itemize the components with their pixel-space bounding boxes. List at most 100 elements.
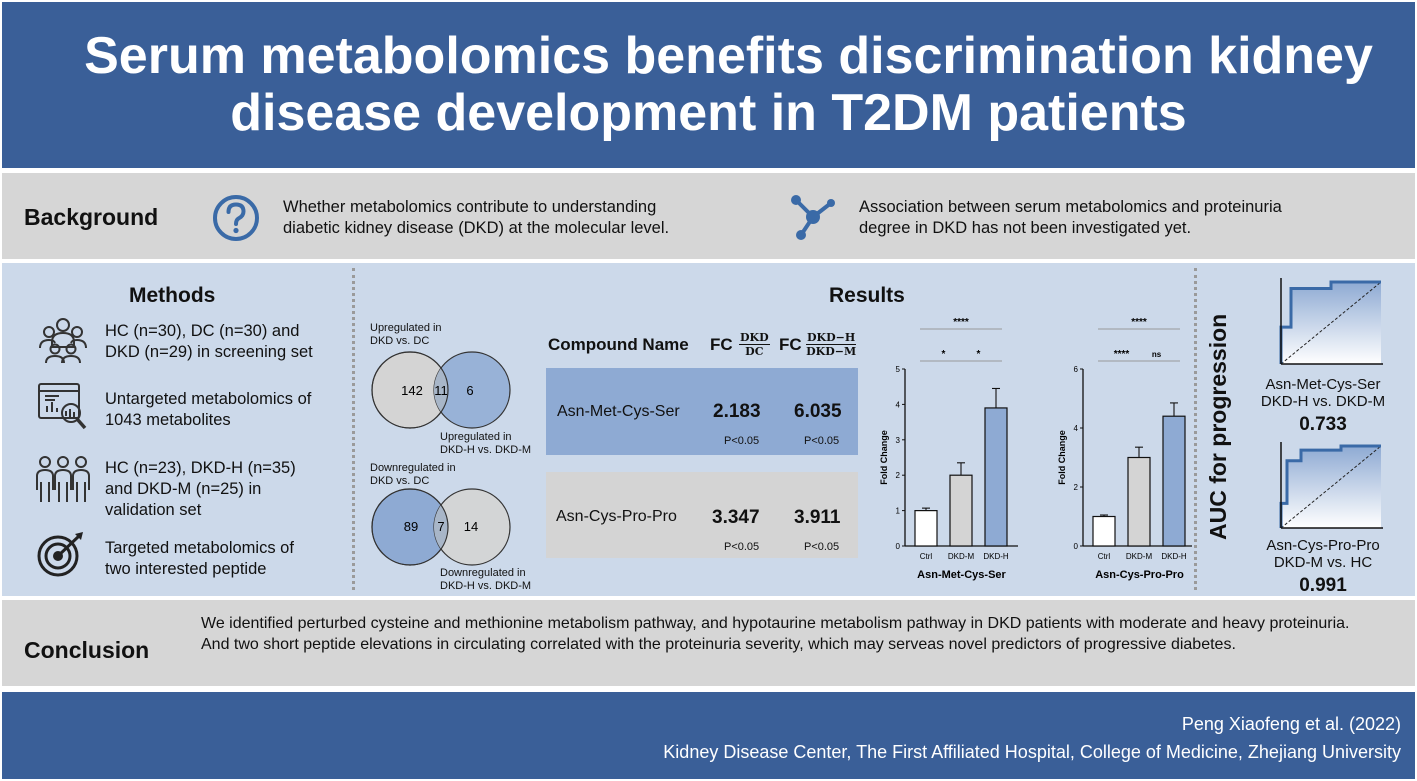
y-tick-label: 4 (1074, 424, 1079, 433)
footer-affiliation: Kidney Disease Center, The First Affilia… (663, 742, 1401, 762)
methods-item-3: HC (n=23), DKD-H (n=35) and DKD-M (n=25)… (105, 458, 296, 521)
venn-up-overlap (433, 368, 449, 412)
methods-item-3-line-2: and DKD-M (n=25) in (105, 480, 262, 498)
bar-chart-asn-met-cys-ser: 0 1 2 3 4 5 Fold Change Ctrl DKD-M DKD-H Asn-Met-C… (879, 317, 1018, 581)
significance-label: * (942, 349, 946, 360)
y-tick-label: 0 (896, 542, 901, 551)
venn-down-left-label: Downregulated in DKD vs. DC (370, 462, 456, 488)
table-col-fc-2: FC (779, 335, 802, 354)
table-row-2-p2: P<0.05 (804, 541, 840, 553)
venn-down-left-label-2: DKD vs. DC (370, 475, 430, 487)
auc-title: AUC for progression (1205, 313, 1231, 540)
x-tick-label: DKD-H (1161, 552, 1187, 561)
methods-item-1-line-2: DKD (n=29) in screening set (105, 343, 313, 361)
x-tick-label: Ctrl (920, 552, 933, 561)
chart-title: Asn-Met-Cys-Ser (917, 569, 1006, 581)
y-tick-label: 0 (1074, 542, 1079, 551)
methods-item-4-line-1: Targeted metabolomics of (105, 539, 294, 557)
table-row-1-p1: P<0.05 (724, 435, 760, 447)
roc-area (1281, 446, 1381, 528)
table-row-2-fc1: 3.347 (712, 507, 760, 528)
y-tick-label: 1 (896, 507, 901, 516)
roc-diagonal (1280, 281, 1382, 365)
roc-1-label: Asn-Met-Cys-Ser DKD-H vs. DKD-M (1243, 376, 1403, 410)
fc2-fraction: DKD−H DKD−M (806, 331, 857, 358)
bar-dkd-h (984, 407, 1008, 547)
header-banner: Serum metabolomics benefits discriminati… (2, 2, 1415, 168)
background-item-1: Whether metabolomics contribute to under… (283, 197, 669, 239)
venn-down-right-count: 14 (464, 519, 478, 534)
venn-down-right-label: Downregulated in DKD-H vs. DKD-M (440, 567, 531, 593)
conclusion-label: Conclusion (24, 637, 150, 663)
fc1-numerator: DKD (739, 331, 770, 345)
bar-dkd-h (1162, 415, 1186, 547)
table-row-1-name: Asn-Met-Cys-Ser (557, 403, 680, 420)
venn-up-right-label-2: DKD-H vs. DKD-M (440, 444, 532, 456)
venn-down-overlap (433, 505, 449, 549)
background-item-2: Association between serum metabolomics a… (859, 197, 1282, 239)
bar-ctrl (1092, 515, 1116, 547)
methods-item-4: Targeted metabolomics of two interested … (105, 538, 294, 580)
title-line-1: Serum metabolomics benefits discriminati… (84, 27, 1373, 85)
roc-diagonal (1280, 445, 1382, 529)
table-row (546, 472, 858, 558)
roc-2-auc-value: 0.991 (1299, 575, 1347, 596)
significance-label: **** (1131, 317, 1147, 328)
question-icon (213, 195, 259, 241)
y-tick-label: 2 (1074, 483, 1079, 492)
venn-up-left-label-1: Upregulated in (370, 322, 442, 334)
background-item-1-line-2: diabetic kidney disease (DKD) at the mol… (283, 219, 670, 237)
network-icon (791, 195, 835, 240)
table-row (546, 368, 858, 455)
background-item-2-line-1: Association between serum metabolomics a… (859, 198, 1282, 216)
divider-methods-results (352, 268, 355, 590)
roc-curve-1 (1279, 278, 1383, 365)
roc-2-label: Asn-Cys-Pro-Pro DKD-M vs. HC (1243, 537, 1403, 571)
venn-down-right-label-1: Downregulated in (440, 567, 526, 579)
table-col-compound-name: Compound Name (548, 335, 689, 354)
roc-1-label-line-2: DKD-H vs. DKD-M (1260, 393, 1386, 410)
venn-up-left-label: Upregulated in DKD vs. DC (370, 322, 442, 348)
y-tick-label: 2 (896, 471, 901, 480)
methods-item-3-line-3: validation set (105, 501, 202, 519)
table-row-2-p1: P<0.05 (724, 541, 760, 553)
title-line-2: disease development in T2DM patients (230, 84, 1187, 142)
footer-author: Peng Xiaofeng et al. (2022) (1181, 714, 1401, 734)
venn-down-left-count: 89 (404, 519, 418, 534)
significance-label: **** (953, 317, 969, 328)
footer-banner (2, 692, 1415, 779)
methods-item-1-line-1: HC (n=30), DC (n=30) and (105, 322, 300, 340)
venn-down-overlap-count: 7 (437, 519, 444, 534)
y-tick-label: 4 (896, 400, 901, 409)
chart-title: Asn-Cys-Pro-Pro (1095, 569, 1184, 581)
venn-up-left-count: 142 (401, 383, 423, 398)
roc-1-auc-value: 0.733 (1299, 414, 1347, 435)
x-tick-label: DKD-M (1126, 552, 1153, 561)
y-tick-label: 3 (896, 436, 901, 445)
y-axis-label: Fold Change (1057, 430, 1067, 485)
fc1-fraction: DKD DC (739, 331, 770, 358)
background-label: Background (24, 204, 159, 230)
roc-curve-2 (1279, 442, 1383, 529)
significance-label: ns (1152, 350, 1162, 359)
roc-1-label-line-1: Asn-Met-Cys-Ser (1265, 376, 1381, 393)
table-row-1-fc2: 6.035 (794, 401, 842, 422)
background-item-2-line-2: degree in DKD has not been investigated … (859, 219, 1192, 237)
methods-item-3-line-1: HC (n=23), DKD-H (n=35) (105, 459, 296, 477)
methods-title: Methods (129, 284, 216, 307)
roc-2-label-line-1: Asn-Cys-Pro-Pro (1266, 537, 1380, 554)
methods-item-1: HC (n=30), DC (n=30) and DKD (n=29) in s… (105, 321, 313, 363)
bar-dkd-m (1127, 456, 1151, 547)
x-tick-label: DKD-M (948, 552, 975, 561)
group-icon (39, 318, 87, 364)
table-row-1-p2: P<0.05 (804, 435, 840, 447)
y-tick-label: 6 (1074, 365, 1079, 374)
methods-item-2-line-2: 1043 metabolites (105, 411, 231, 429)
conclusion-band (2, 600, 1415, 686)
venn-up-left-label-2: DKD vs. DC (370, 335, 430, 347)
venn-up-right-count: 6 (466, 383, 473, 398)
y-tick-label: 5 (896, 365, 901, 374)
methods-item-2-line-1: Untargeted metabolomics of (105, 390, 312, 408)
x-tick-label: DKD-H (983, 552, 1009, 561)
poster-title: Serum metabolomics benefits discriminati… (2, 28, 1415, 142)
